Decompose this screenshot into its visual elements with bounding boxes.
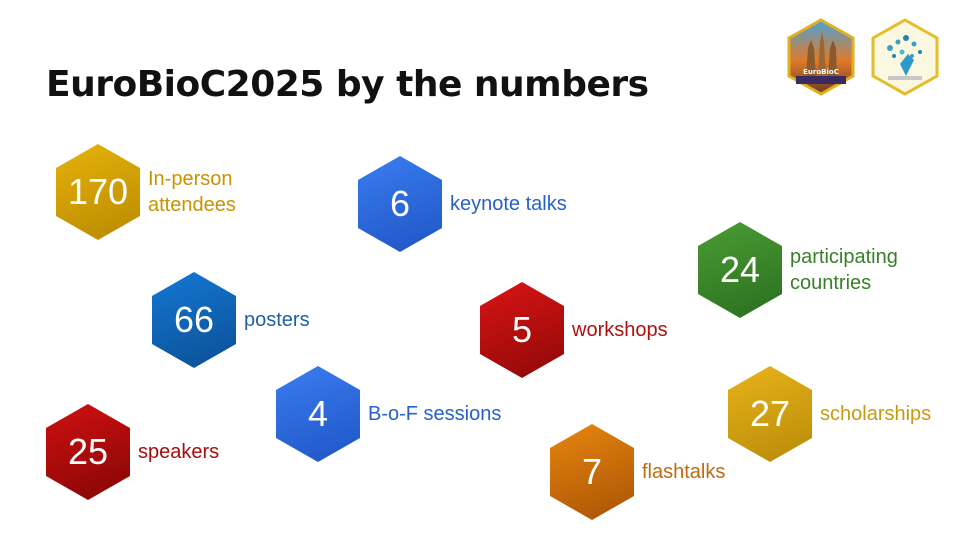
hexagon-badge: 25 (46, 404, 130, 500)
stat-number: 7 (581, 451, 603, 492)
stat-number: 4 (307, 393, 329, 434)
stat-label: B-o-F sessions (368, 403, 502, 425)
stat-label: participating countries (790, 246, 898, 294)
stat-number: 24 (719, 249, 761, 290)
stat-number: 5 (511, 309, 533, 350)
stat-label: speakers (138, 441, 220, 463)
stat-number: 27 (749, 393, 791, 434)
slide-title: EuroBioC2025 by the numbers (46, 64, 649, 105)
logo-lettering: EuroBioC (803, 68, 839, 76)
stat-label: scholarships (820, 403, 932, 425)
eurobioc-logo: EuroBioC (786, 18, 856, 96)
stat-label: workshops (572, 319, 668, 341)
hexagon-badge: 170 (56, 144, 140, 240)
hexagon-badge: 24 (698, 222, 782, 318)
stat-number: 66 (173, 299, 215, 340)
stat-number: 25 (67, 431, 109, 472)
stat-label: flashtalks (642, 461, 726, 483)
stat-number: 170 (67, 171, 129, 212)
hexagon-badge: 66 (152, 272, 236, 368)
stat-number: 6 (389, 183, 411, 224)
hexagon-badge: 27 (728, 366, 812, 462)
hexagon-badge: 7 (550, 424, 634, 520)
stat-label: In-person attendees (148, 168, 236, 216)
stat-label: posters (244, 309, 310, 331)
hexagon-badge: 4 (276, 366, 360, 462)
hexagon-badge: 6 (358, 156, 442, 252)
bioconductor-sticker-logo (870, 18, 940, 96)
hexagon-badge: 5 (480, 282, 564, 378)
stat-label: keynote talks (450, 193, 567, 215)
